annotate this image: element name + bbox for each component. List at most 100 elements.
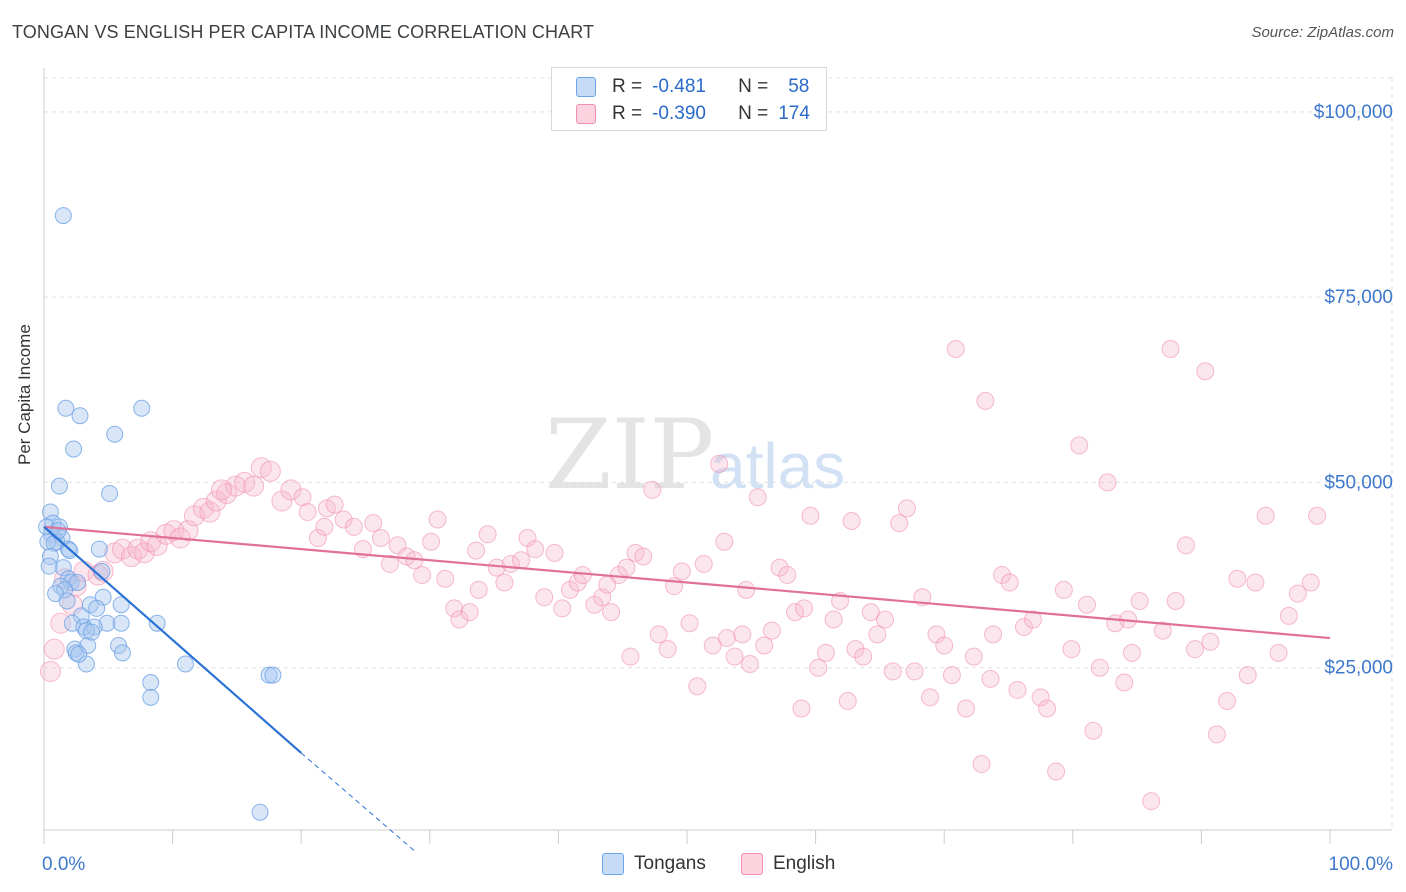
english-point: [259, 460, 281, 482]
english-point: [271, 490, 293, 512]
english-point: [942, 666, 961, 685]
english-point: [325, 495, 344, 514]
english-point: [680, 614, 699, 633]
english-point: [921, 688, 940, 707]
english-point: [315, 517, 334, 536]
english-point: [897, 499, 916, 518]
english-point: [710, 454, 729, 473]
tongan-point: [54, 559, 72, 577]
tongan-point: [98, 614, 116, 632]
tongan-point: [50, 477, 68, 495]
english-point: [1000, 573, 1019, 592]
english-point: [621, 647, 640, 666]
english-point: [1279, 606, 1298, 625]
english-point: [876, 610, 895, 629]
english-point: [993, 566, 1012, 585]
series-label-tongans: Tongans: [634, 853, 706, 874]
english-point: [737, 580, 756, 599]
english-point: [1077, 595, 1096, 614]
tongan-point: [79, 636, 97, 654]
english-point: [733, 625, 752, 644]
legend-row-english: R = -0.390 N = 174: [576, 103, 810, 125]
english-point: [964, 647, 983, 666]
english-point: [741, 655, 760, 673]
english-point: [976, 391, 995, 410]
english-point: [450, 610, 469, 629]
tongan-point: [49, 522, 67, 540]
tongan-point: [101, 485, 119, 503]
english-point: [526, 540, 545, 559]
english-point: [467, 541, 486, 560]
tick-labels: $25,000 $50,000 $75,000 $100,000 0.0% 100.0%: [42, 102, 1393, 875]
axes: [43, 68, 1392, 844]
english-point: [649, 625, 668, 644]
english-point: [183, 505, 205, 527]
english-point: [1098, 473, 1117, 492]
english-point: [585, 595, 604, 614]
english-point: [1246, 573, 1265, 592]
english-point: [133, 542, 155, 564]
tongan-point: [71, 407, 89, 425]
tongan-point: [54, 207, 72, 225]
tongan-point: [106, 425, 124, 443]
series-legend-tongans[interactable]: Tongans: [602, 853, 706, 875]
correlation-legend: R = -0.481 N = 58 R = -0.390 N = 174: [551, 67, 827, 131]
english-point: [868, 625, 887, 644]
tongan-point: [70, 645, 88, 663]
english-point: [1054, 580, 1073, 599]
english-point: [946, 340, 965, 358]
x-tick-label-max: 100.0%: [1329, 854, 1394, 875]
english-point: [1070, 436, 1089, 455]
y-tick-label: $75,000: [1324, 287, 1393, 308]
english-point: [658, 640, 677, 659]
english-point: [545, 543, 564, 562]
trend-lines: [43, 525, 1331, 854]
english-point: [495, 573, 514, 592]
legend-row-tongans: R = -0.481 N = 58: [576, 76, 809, 98]
series-legend-english[interactable]: English: [741, 853, 835, 875]
watermark-zip: ZIP: [545, 399, 714, 511]
english-point: [838, 692, 857, 711]
english-point: [883, 662, 902, 681]
tongan-point: [142, 688, 160, 706]
tongan-point: [176, 655, 194, 673]
english-point: [39, 660, 61, 682]
tongan-point: [133, 399, 151, 417]
english-point: [422, 532, 441, 551]
english-point: [634, 547, 653, 566]
english-point: [824, 610, 843, 629]
tongan-point: [112, 596, 130, 614]
tongan-point: [39, 533, 57, 551]
tongan-point: [264, 666, 282, 684]
english-point: [192, 497, 214, 519]
english-point: [905, 662, 924, 681]
english-point: [1023, 610, 1042, 629]
english-point: [243, 475, 265, 497]
english-point: [1142, 792, 1161, 811]
source-label: Source: ZipAtlas.com: [1251, 24, 1394, 41]
y-tick-label: $25,000: [1324, 658, 1393, 679]
english-point: [890, 514, 909, 533]
english-point: [1176, 536, 1195, 555]
tongan-point: [65, 440, 83, 458]
english-point: [755, 636, 774, 655]
english-point: [428, 510, 447, 529]
english-point: [1201, 632, 1220, 651]
series-swatch-english: [741, 853, 763, 875]
tongan-point: [90, 540, 108, 558]
english-point: [298, 503, 317, 522]
english-point: [795, 599, 814, 618]
english-point: [308, 529, 327, 547]
english-point: [1256, 506, 1275, 525]
english-point: [770, 558, 789, 577]
english-point: [1207, 725, 1226, 744]
english-point: [445, 599, 464, 618]
english-point: [1047, 762, 1066, 781]
english-point: [801, 506, 820, 525]
tongan-point: [112, 614, 130, 632]
english-point: [672, 562, 691, 581]
english-point: [1008, 680, 1027, 699]
legend-r-value-tongans: -0.481: [652, 76, 706, 97]
tongan-point: [260, 666, 278, 684]
english-point: [535, 588, 554, 607]
